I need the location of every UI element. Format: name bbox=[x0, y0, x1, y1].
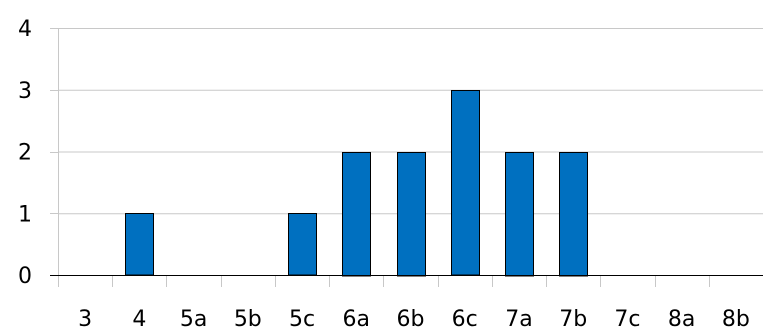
axes bbox=[50, 28, 763, 287]
x-tick-label-7a: 7a bbox=[505, 307, 532, 332]
y-tick-label-4: 4 bbox=[18, 17, 32, 42]
bar-6a bbox=[342, 152, 371, 277]
y-tick-label-2: 2 bbox=[18, 141, 32, 166]
bar-7b bbox=[559, 152, 588, 277]
x-tick-label-6a: 6a bbox=[343, 307, 370, 332]
bar-6b bbox=[397, 152, 426, 277]
x-tick-label-5b: 5b bbox=[234, 307, 262, 332]
x-tick-label-8b: 8b bbox=[722, 307, 750, 332]
bar-7a bbox=[505, 152, 534, 277]
x-tick-label-7b: 7b bbox=[559, 307, 587, 332]
y-tick-label-1: 1 bbox=[18, 202, 32, 227]
bar-4 bbox=[125, 213, 154, 276]
bars bbox=[125, 90, 588, 277]
y-tick-labels: 0 1 2 3 4 bbox=[18, 17, 32, 289]
x-tick-label-6c: 6c bbox=[452, 307, 478, 332]
x-tick-label-4: 4 bbox=[132, 307, 146, 332]
x-tick-label-5a: 5a bbox=[180, 307, 207, 332]
x-tick-label-5c: 5c bbox=[289, 307, 315, 332]
y-tick-label-0: 0 bbox=[18, 264, 32, 289]
x-tick-label-6b: 6b bbox=[397, 307, 425, 332]
bar-6c bbox=[451, 90, 480, 276]
y-tick-label-3: 3 bbox=[18, 79, 32, 104]
x-tick-label-3: 3 bbox=[78, 307, 92, 332]
x-tick-labels: 3 4 5a 5b 5c 6a 6b 6c 7a 7b 7c 8a 8b bbox=[78, 307, 750, 332]
x-tick-label-8a: 8a bbox=[668, 307, 695, 332]
bar-5c bbox=[288, 213, 317, 276]
x-tick-label-7c: 7c bbox=[614, 307, 640, 332]
